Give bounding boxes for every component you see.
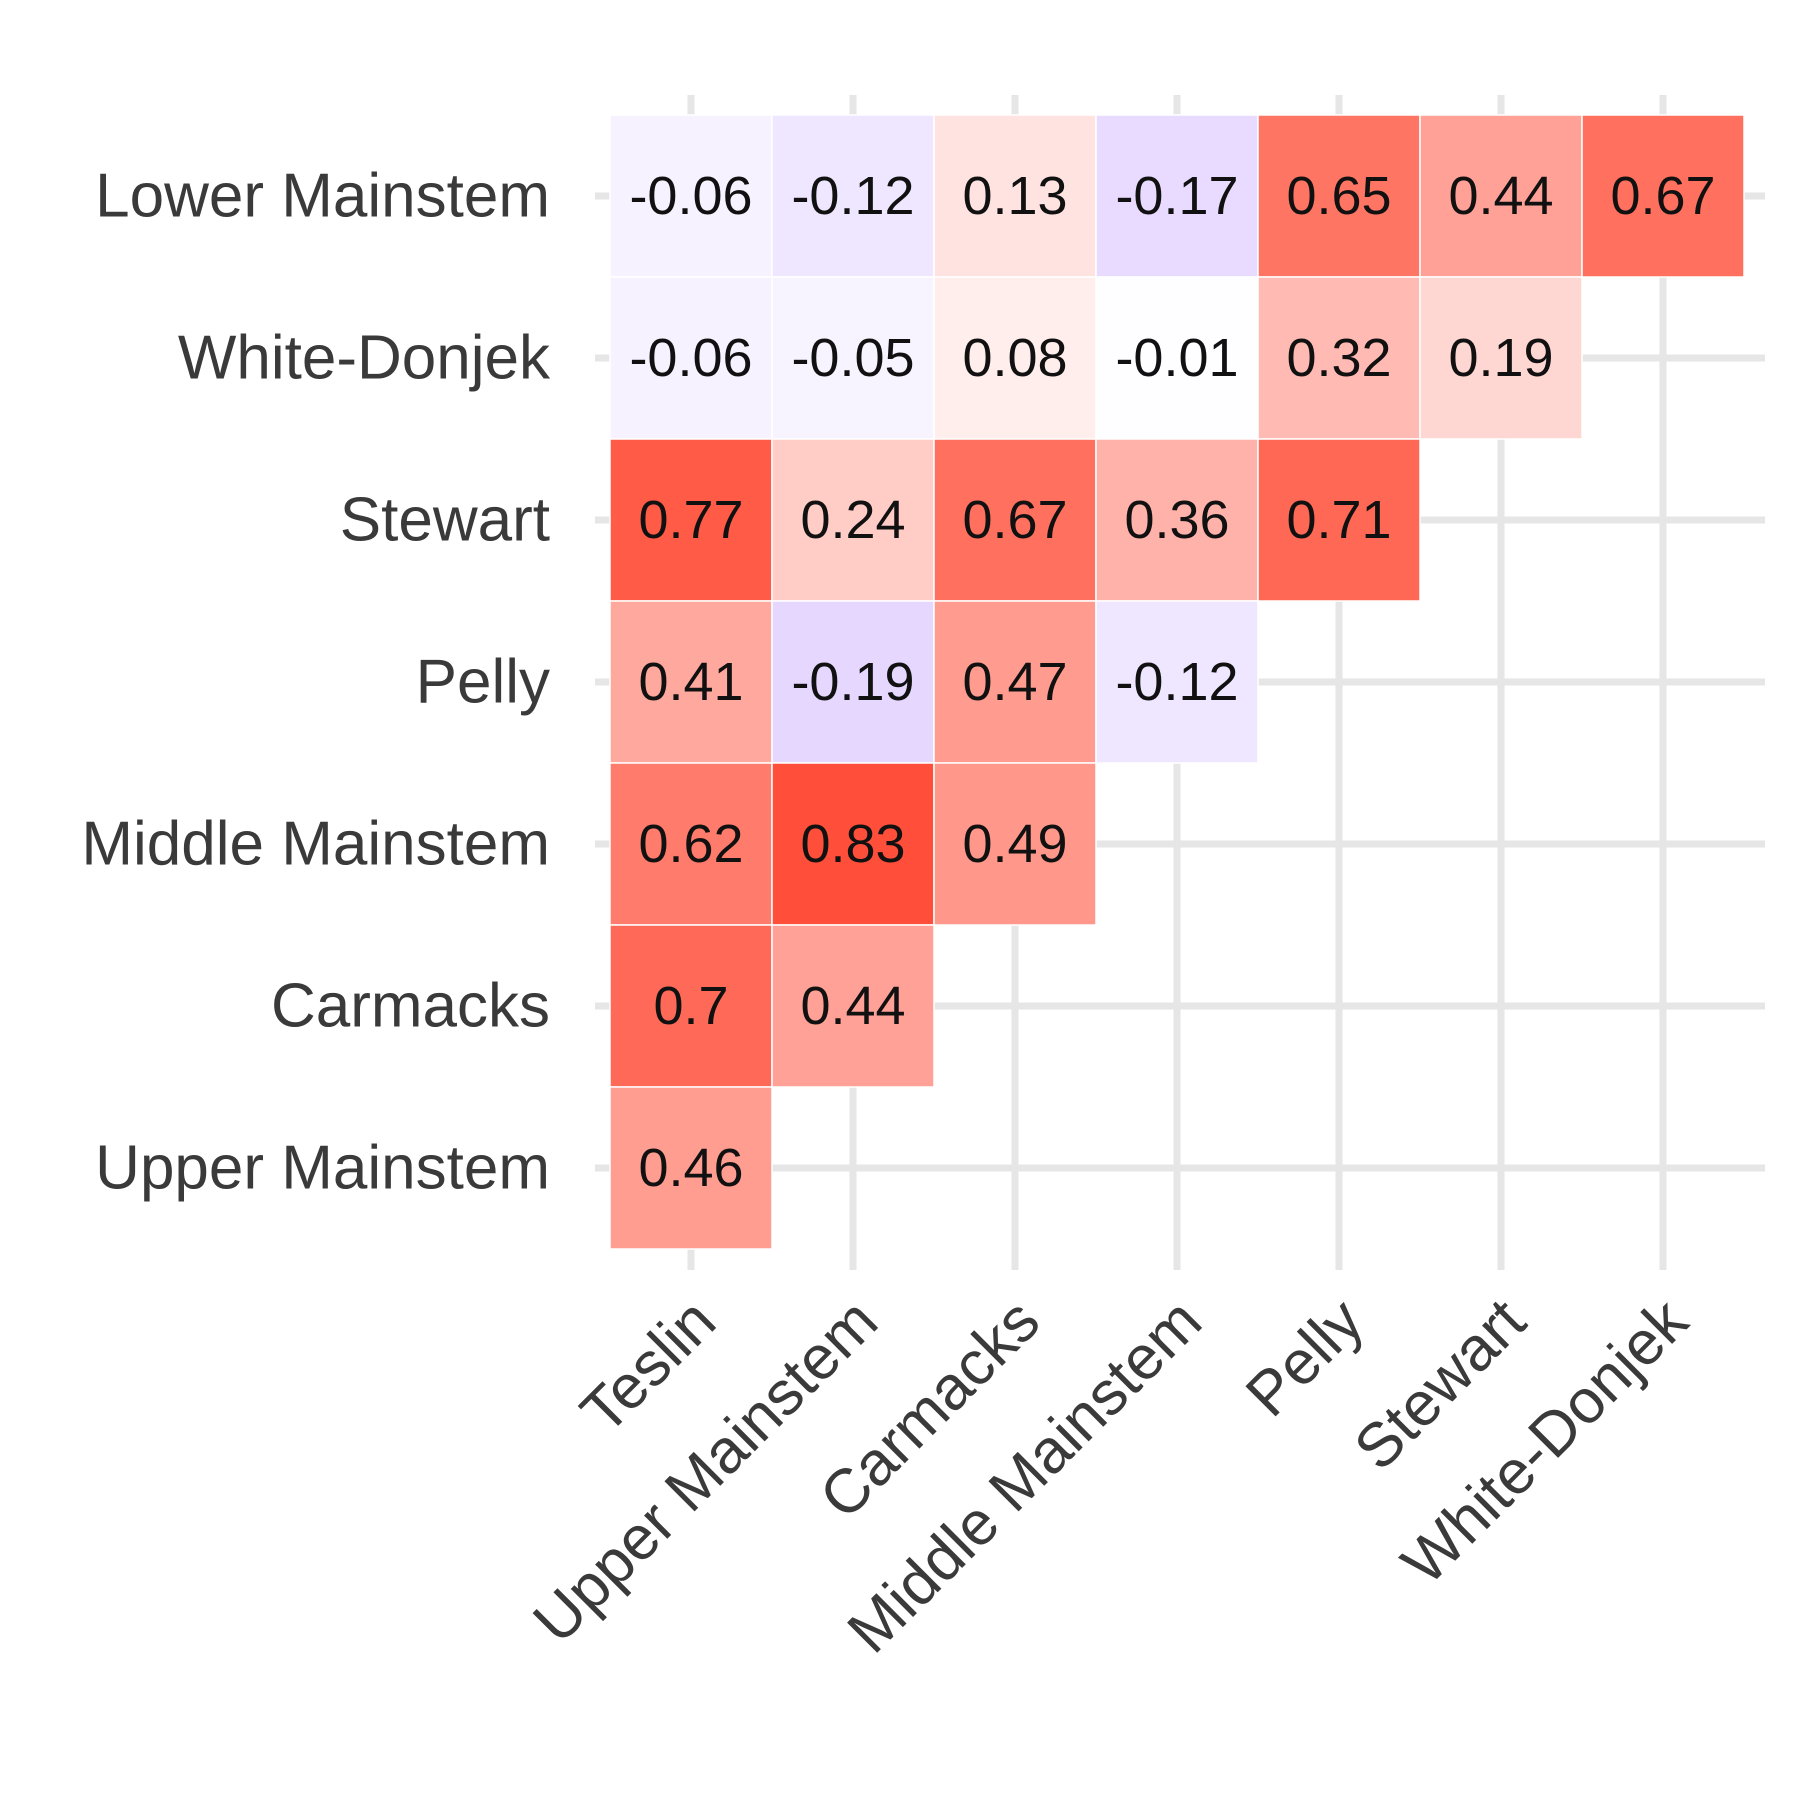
cell-value-label: 0.77 [638, 490, 743, 550]
cell-value-label: 0.24 [800, 490, 905, 550]
x-tick-label-white-donjek: White-Donjek [1389, 1285, 1702, 1598]
heatmap-cell [1581, 114, 1745, 278]
heatmap-cell [771, 762, 935, 926]
heatmap-cell [933, 438, 1097, 602]
heatmap-cell [609, 924, 773, 1088]
cell-value-label: -0.12 [1115, 652, 1238, 712]
cell-value-label: 0.32 [1286, 328, 1391, 388]
heatmap-cell [933, 600, 1097, 764]
heatmap-cell [771, 114, 935, 278]
cell-value-label: -0.01 [1115, 328, 1238, 388]
heatmap-cell [933, 114, 1097, 278]
cell-value-label: 0.67 [1610, 166, 1715, 226]
heatmap-cell [1419, 114, 1583, 278]
y-tick-label-white-donjek: White-Donjek [178, 324, 551, 393]
y-tick-label-lower-mainstem: Lower Mainstem [95, 162, 550, 231]
y-tick-label-upper-mainstem: Upper Mainstem [95, 1134, 550, 1203]
cell-value-label: -0.12 [791, 166, 914, 226]
heatmap-cell [609, 600, 773, 764]
heatmap-cell [771, 600, 935, 764]
cell-value-label: 0.13 [962, 166, 1067, 226]
cell-value-label: 0.62 [638, 814, 743, 874]
cell-value-label: 0.46 [638, 1138, 743, 1198]
cell-value-label: 0.44 [1448, 166, 1553, 226]
heatmap-cells: -0.06 -0.12 0.13 -0.17 0.65 0.44 0.67 -0.06 -0.0… [609, 114, 1745, 1250]
cell-value-label: 0.41 [638, 652, 743, 712]
cell-value-label: 0.36 [1124, 490, 1229, 550]
y-tick-label-pelly: Pelly [416, 648, 550, 717]
cell-value-label: -0.06 [629, 166, 752, 226]
y-tick-label-middle-mainstem: Middle Mainstem [81, 810, 550, 879]
heatmap-cell [1419, 276, 1583, 440]
cell-value-label: 0.65 [1286, 166, 1391, 226]
heatmap-cell [1095, 438, 1259, 602]
cell-value-label: -0.05 [791, 328, 914, 388]
heatmap-cell [771, 924, 935, 1088]
cell-value-label: -0.06 [629, 328, 752, 388]
cell-value-label: 0.44 [800, 976, 905, 1036]
heatmap-cell [933, 762, 1097, 926]
heatmap-cell [1095, 114, 1259, 278]
heatmap-cell [1095, 600, 1259, 764]
heatmap-cell [609, 438, 773, 602]
cell-value-label: 0.08 [962, 328, 1067, 388]
heatmap-cell [609, 762, 773, 926]
heatmap-cell [771, 438, 935, 602]
cell-value-label: 0.47 [962, 652, 1067, 712]
y-tick-label-stewart: Stewart [340, 486, 550, 555]
heatmap-cell [609, 276, 773, 440]
cell-value-label: 0.67 [962, 490, 1067, 550]
cell-value-label: 0.49 [962, 814, 1067, 874]
heatmap-cell [1257, 276, 1421, 440]
heatmap-cell [1257, 438, 1421, 602]
cell-value-label: 0.83 [800, 814, 905, 874]
y-tick-label-carmacks: Carmacks [271, 972, 550, 1041]
y-axis-labels: Lower Mainstem White-Donjek Stewart Pelly Mi… [81, 162, 551, 1203]
cell-value-label: 0.7 [653, 976, 728, 1036]
heatmap-cell [1095, 276, 1259, 440]
cell-value-label: -0.17 [1115, 166, 1238, 226]
cell-value-label: 0.71 [1286, 490, 1391, 550]
x-tick-label-pelly: Pelly [1233, 1286, 1377, 1430]
cell-value-label: -0.19 [791, 652, 914, 712]
cell-value-label: 0.19 [1448, 328, 1553, 388]
heatmap-cell [609, 1086, 773, 1250]
